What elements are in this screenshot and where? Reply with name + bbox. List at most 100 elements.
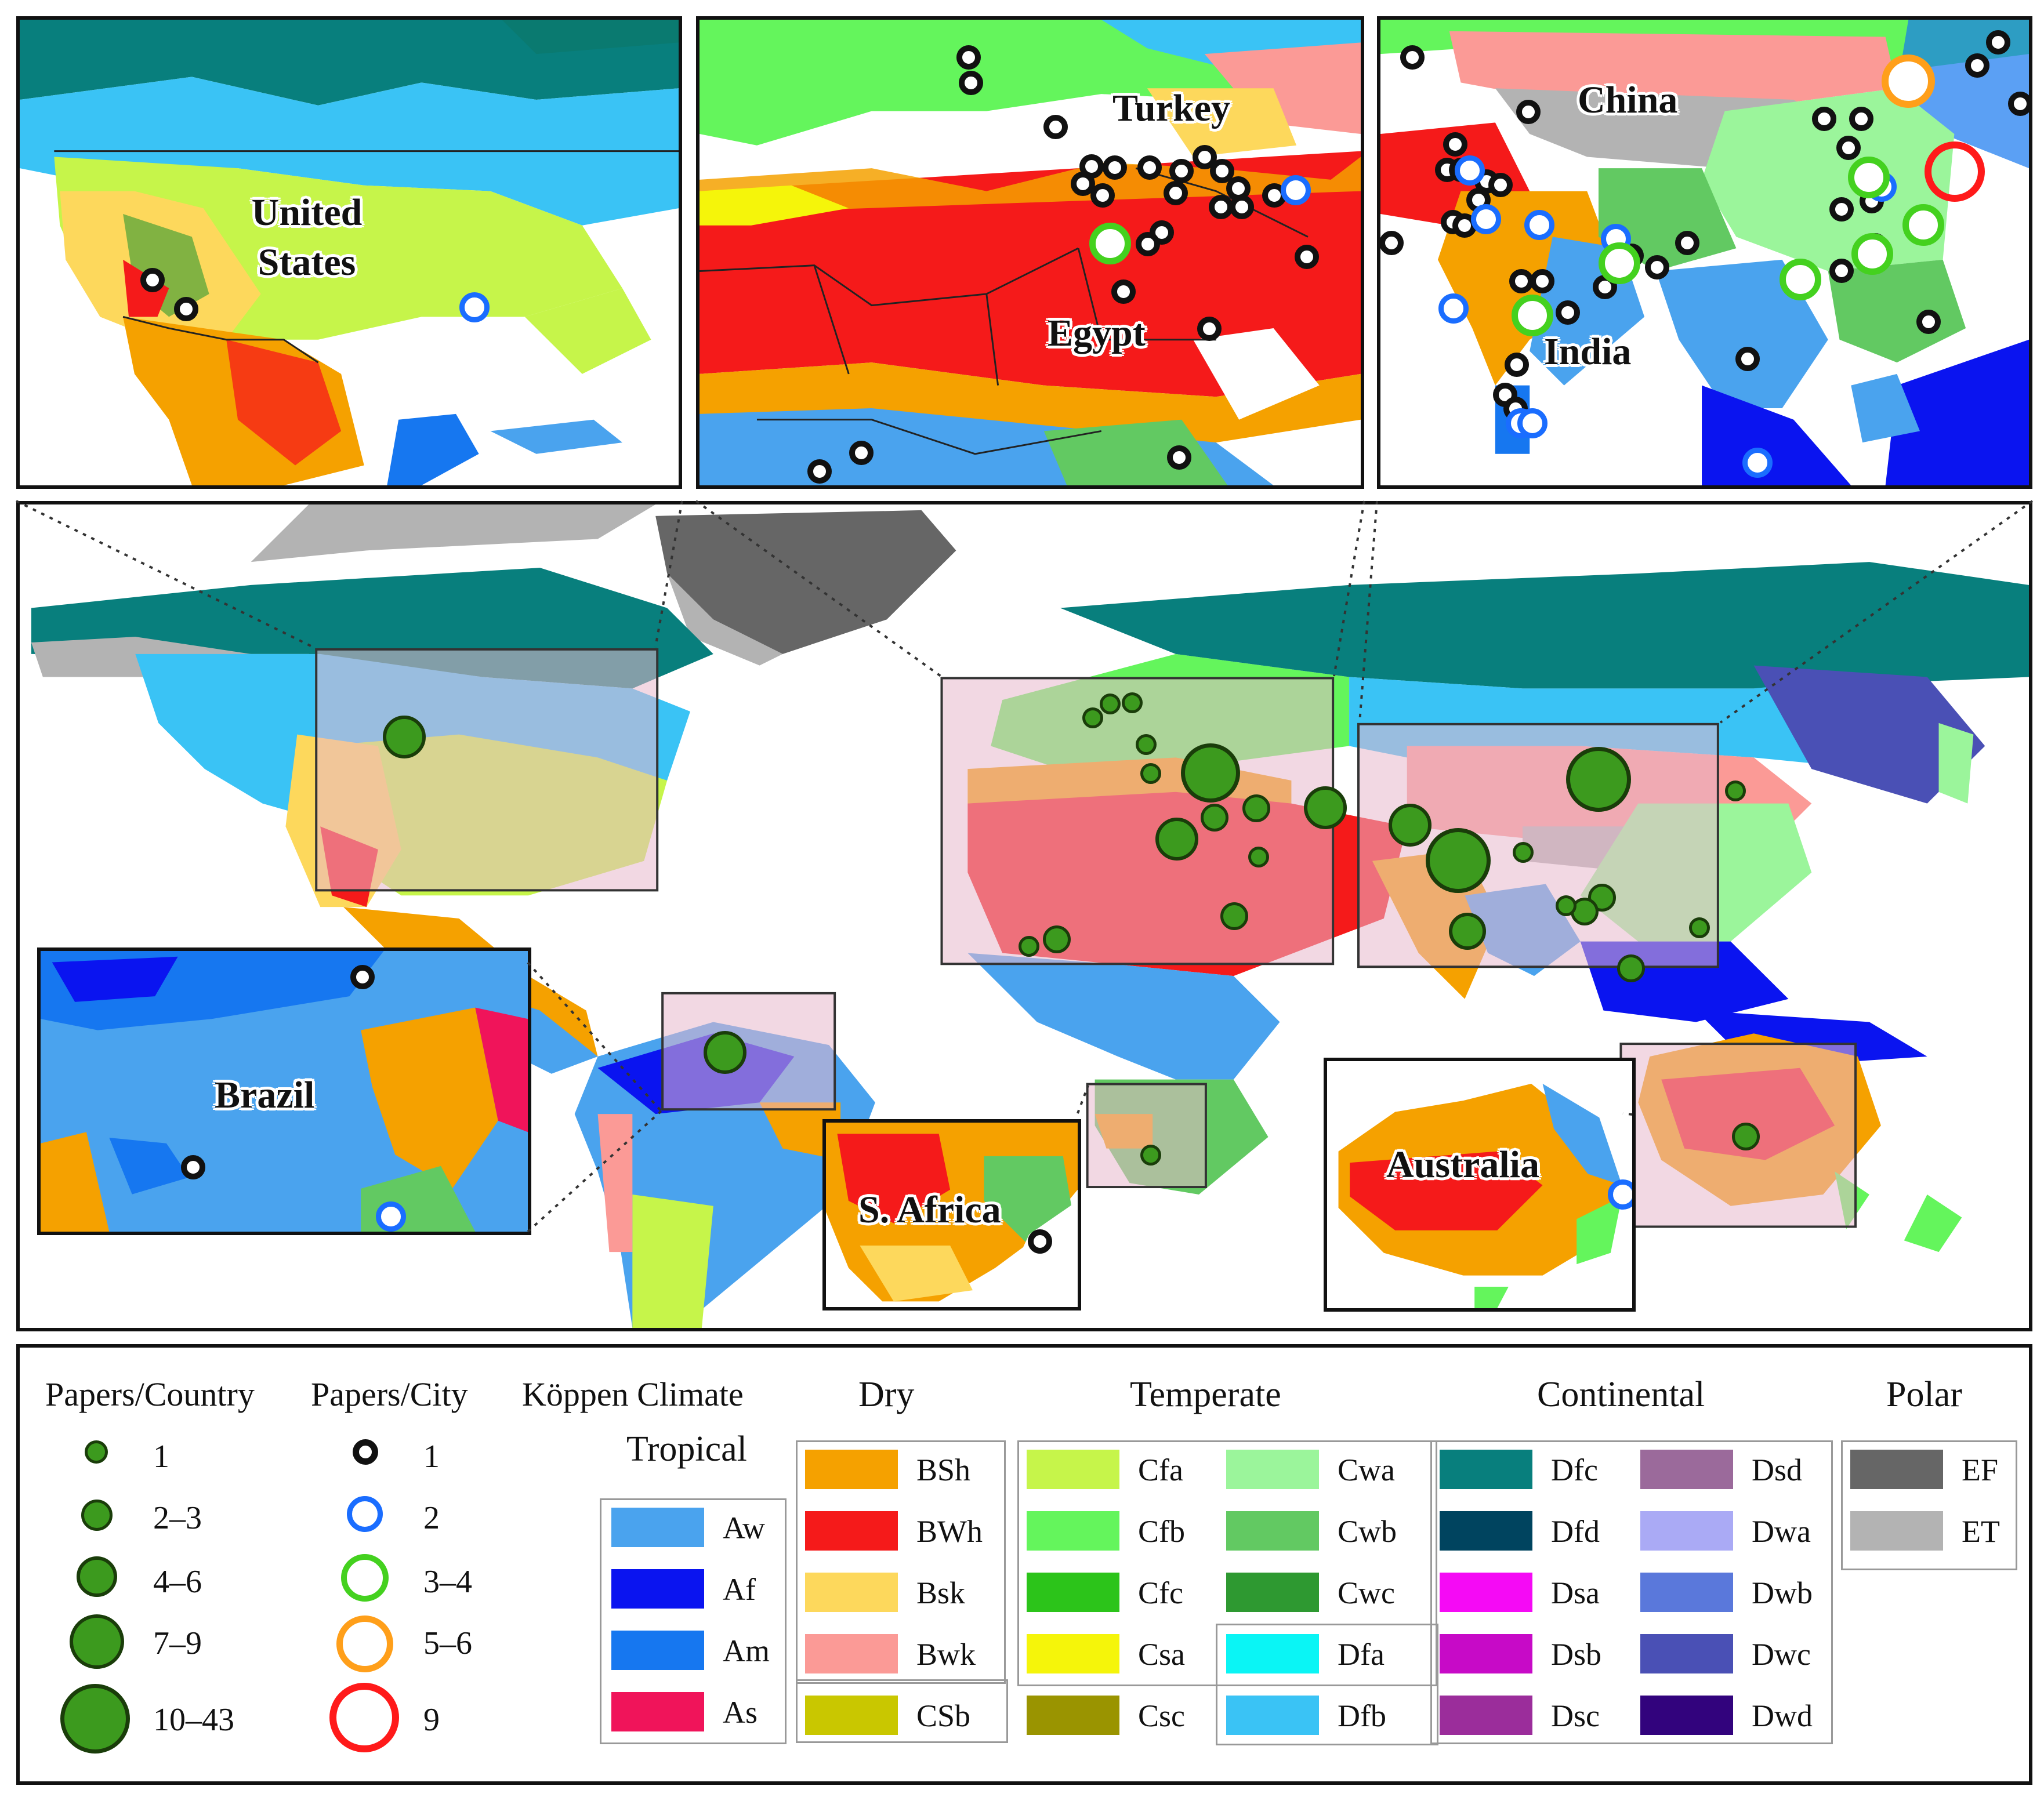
city-marker-1 [1812, 107, 1836, 131]
country-marker-7-9 [704, 1031, 746, 1074]
legend-group-continental-box [1430, 1440, 1833, 1744]
city-marker-1 [1137, 155, 1162, 180]
legend-country-size-label: 7–9 [153, 1625, 202, 1661]
city-marker-2 [459, 292, 490, 322]
legend-label-as: As [723, 1695, 758, 1730]
legend-swatch-dwc [1640, 1634, 1733, 1673]
brazil-climate-map [41, 951, 528, 1232]
legend-swatch-dsd [1640, 1450, 1733, 1489]
legend-group-polar-box [1841, 1440, 2017, 1570]
legend-swatch-dsb [1440, 1634, 1532, 1673]
city-marker-1 [1488, 173, 1513, 197]
city-marker-2 [1438, 293, 1469, 324]
legend-swatch-csa [1027, 1634, 1119, 1673]
label-united-states: United States [251, 191, 363, 284]
legend-swatch-bwh [805, 1511, 898, 1551]
label-india: India [1544, 331, 1632, 373]
legend-swatch-cfa [1027, 1450, 1119, 1489]
legend-papers-city-title: Papers/City [311, 1375, 468, 1413]
city-marker-1 [1916, 310, 1941, 334]
legend-label-dsd: Dsd [1752, 1453, 1803, 1487]
legend-label-cwa: Cwa [1338, 1453, 1395, 1487]
label-south-africa: S. Africa [858, 1189, 1001, 1231]
city-marker-1 [1169, 159, 1194, 183]
legend-group-temperate-box-extension [1216, 1624, 1438, 1745]
australia-climate-map [1327, 1061, 1632, 1308]
country-marker-1 [1136, 734, 1157, 755]
city-marker-1 [1675, 231, 1699, 255]
south-africa-climate-map [826, 1123, 1078, 1307]
legend-city-marker-3-4 [341, 1554, 389, 1602]
legend-swatch-cwc [1226, 1573, 1319, 1612]
legend-swatch-dfc [1440, 1450, 1532, 1489]
legend-country-marker-2-3 [81, 1500, 113, 1531]
city-marker-5-6 [1882, 55, 1935, 108]
legend-label-bwk: Bwk [916, 1637, 976, 1672]
legend-group-temperate-title: Temperate [1130, 1375, 1281, 1414]
legend-papers-country-title: Papers/Country [45, 1375, 255, 1413]
city-marker-1 [1043, 115, 1068, 139]
country-marker-1 [1122, 692, 1143, 713]
legend-group-dry-box [796, 1440, 1006, 1684]
inset-map-south-africa: S. Africa [822, 1119, 1081, 1310]
legend-group-dry-box-extension [796, 1679, 1008, 1743]
city-marker-1 [1443, 132, 1467, 157]
city-marker-2 [1281, 175, 1311, 205]
city-marker-1 [181, 1155, 205, 1179]
city-marker-1 [174, 297, 198, 321]
city-marker-1 [1829, 259, 1854, 283]
legend-group-tropical-box [600, 1498, 787, 1744]
country-marker-1 [1556, 895, 1577, 916]
legend-city-size-label: 5–6 [423, 1625, 472, 1661]
city-marker-2 [1742, 448, 1773, 478]
city-marker-1 [1530, 269, 1554, 293]
legend-swatch-cwb [1226, 1511, 1319, 1551]
legend-swatch-bsk [805, 1573, 898, 1612]
legend-city-size-label: 9 [423, 1702, 440, 1738]
country-marker-1 [1100, 694, 1121, 714]
city-marker-1 [849, 441, 874, 465]
city-marker-1 [1028, 1229, 1052, 1254]
legend-label-cfc: Cfc [1138, 1575, 1183, 1610]
legend-label-ef: EF [1962, 1453, 1999, 1487]
legend-label-aw: Aw [723, 1511, 766, 1545]
legend-koppen-title: Köppen Climate [522, 1375, 744, 1413]
legend-swatch-bwk [805, 1634, 898, 1673]
legend-city-size-label: 3–4 [423, 1564, 472, 1600]
legend-label-dwc: Dwc [1752, 1637, 1811, 1672]
legend-label-dwd: Dwd [1752, 1698, 1813, 1733]
legend-group-continental-title: Continental [1537, 1375, 1705, 1414]
city-marker-1 [1167, 445, 1191, 470]
country-marker-1 [1248, 847, 1269, 867]
legend-label-et: ET [1962, 1514, 2000, 1549]
city-marker-1 [1164, 181, 1188, 205]
legend-country-marker-1 [85, 1440, 108, 1464]
country-marker-4-6 [1449, 913, 1486, 950]
city-marker-1 [1103, 155, 1127, 180]
legend-group-temperate-box [1017, 1440, 1437, 1686]
legend-swatch-bsh [805, 1450, 898, 1489]
country-marker-1 [1082, 707, 1103, 728]
legend-label-dsb: Dsb [1551, 1637, 1602, 1672]
city-marker-3-4 [1902, 204, 1944, 246]
legend-label-csc: Csc [1138, 1698, 1185, 1733]
legend-label-bsh: BSh [916, 1453, 971, 1487]
label-china: China [1578, 79, 1678, 121]
city-marker-1 [140, 268, 165, 292]
legend-label-am: Am [723, 1633, 770, 1668]
legend-country-marker-7-9 [70, 1614, 124, 1669]
country-marker-1 [1725, 780, 1746, 801]
city-marker-1 [1197, 317, 1222, 341]
legend-swatch-dwa [1640, 1511, 1733, 1551]
city-marker-1 [956, 45, 981, 70]
legend-swatch-cfc [1027, 1573, 1119, 1612]
city-marker-1 [1136, 232, 1160, 256]
city-marker-1 [1986, 30, 2010, 55]
country-marker-2-3 [1242, 794, 1270, 822]
legend-swatch-dfa [1226, 1634, 1319, 1673]
city-marker-1 [1090, 183, 1115, 208]
label-turkey: Turkey [1112, 87, 1230, 129]
label-egypt: Egypt [1048, 312, 1146, 354]
legend-country-size-label: 10–43 [153, 1702, 234, 1738]
city-marker-1 [1836, 136, 1861, 160]
